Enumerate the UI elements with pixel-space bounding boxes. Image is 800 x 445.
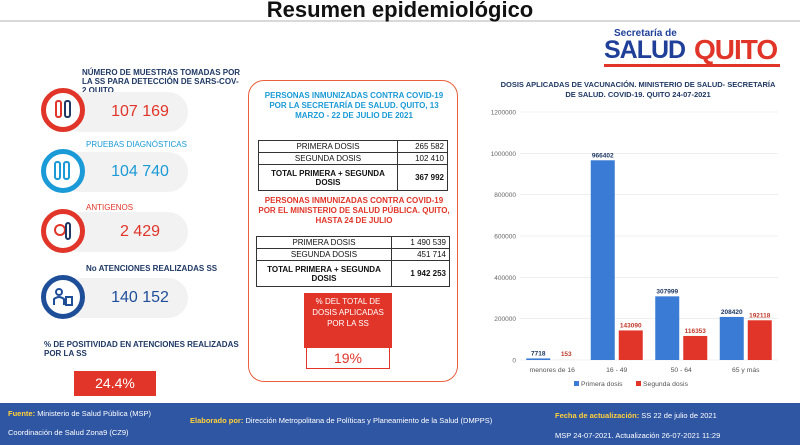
logo-stripe <box>604 64 780 67</box>
y-tick-label: 200000 <box>494 316 516 323</box>
page-title: Resumen epidemiológico <box>266 0 534 22</box>
y-tick-label: 400000 <box>494 275 516 282</box>
row-value: 1 490 539 <box>391 236 450 249</box>
data-label: 192118 <box>749 312 771 319</box>
vaccination-bar-chart: 0 200000 400000 600000 800000 1000000 1200000 m… <box>491 110 778 388</box>
header-bar: Resumen epidemiológico <box>0 0 800 22</box>
x-tick-label: menores de 16 <box>530 367 576 374</box>
stat-label-antigenos: ANTIGENOS <box>86 203 134 212</box>
pct-total-value: 19% <box>306 347 390 369</box>
pct-total-label: % DEL TOTAL DE DOSIS APLICADAS POR LA SS <box>304 293 392 348</box>
positivity-value: 24.4% <box>74 371 156 396</box>
data-label: 116353 <box>685 328 707 335</box>
data-label: 143090 <box>620 322 642 329</box>
immunized-ss-title: PERSONAS INMUNIZADAS CONTRA COVID-19 POR… <box>264 91 444 120</box>
row-label: SEGUNDA DOSIS <box>258 152 398 165</box>
data-label: 307999 <box>656 288 678 295</box>
table-row: SEGUNDA DOSIS 451 714 <box>256 248 450 261</box>
x-tick-label: 16 - 49 <box>606 367 627 374</box>
data-label: 208420 <box>721 309 743 316</box>
legend-swatch <box>574 381 579 386</box>
row-value: 451 714 <box>391 248 450 261</box>
table-row: PRIMERA DOSIS 265 582 <box>258 140 448 153</box>
immunized-ss-table: PRIMERA DOSIS 265 582 SEGUNDA DOSIS 102 … <box>258 140 448 191</box>
test-tubes-icon <box>41 88 85 132</box>
bar-segunda <box>618 330 643 360</box>
bar-primera <box>526 358 551 360</box>
data-label: 966402 <box>592 152 614 159</box>
logo-salud-text: SALUD <box>604 36 686 64</box>
bar-primera <box>590 160 615 360</box>
stat-label-muestras: NÚMERO DE MUESTRAS TOMADAS POR LA SS PAR… <box>82 68 241 95</box>
footer-update: Fecha de actualización: SS 22 de julio d… <box>555 411 717 420</box>
footer-elab-key: Elaborado por: <box>190 416 244 425</box>
footer-update-key: Fecha de actualización: <box>555 411 640 420</box>
legend-swatch <box>636 381 641 386</box>
immunized-msp-title: PERSONAS INMUNIZADAS CONTRA COVID-19 POR… <box>258 196 450 225</box>
footer-source-value: Ministerio de Salud Pública (MSP) <box>37 409 151 418</box>
total-value: 1 942 253 <box>391 260 450 287</box>
row-label: SEGUNDA DOSIS <box>256 248 392 261</box>
data-label: 7718 <box>531 350 546 357</box>
stat-label-atenciones: No ATENCIONES REALIZADAS SS <box>86 264 218 273</box>
row-value: 265 582 <box>397 140 448 153</box>
y-tick-label: 600000 <box>494 234 516 241</box>
y-tick-label: 0 <box>512 358 516 365</box>
positivity-label: % DE POSITIVIDAD EN ATENCIONES REALIZADA… <box>44 340 239 358</box>
legend-label: Segunda dosis <box>643 381 689 388</box>
y-tick-label: 1000000 <box>491 151 517 158</box>
footer-source-key: Fuente: <box>8 409 36 418</box>
bar-segunda <box>747 320 772 360</box>
stat-value-atenciones: 140 152 <box>111 289 169 306</box>
stat-label-pruebas: PRUEBAS DIAGNÓSTICAS <box>86 140 187 149</box>
table-row-total: TOTAL PRIMERA + SEGUNDA DOSIS 367 992 <box>258 164 448 191</box>
bar-segunda <box>683 335 708 360</box>
total-label: TOTAL PRIMERA + SEGUNDA DOSIS <box>256 260 392 287</box>
table-row-total: TOTAL PRIMERA + SEGUNDA DOSIS 1 942 253 <box>256 260 450 287</box>
salud-quito-logo: Secretaría de SALUD QUITO <box>604 28 784 68</box>
lab-tubes-icon <box>41 149 85 193</box>
footer-update-value: SS 22 de julio de 2021 <box>641 411 717 420</box>
footer: Fuente: Ministerio de Salud Pública (MSP… <box>0 403 800 445</box>
bar-primera <box>719 316 744 360</box>
table-row: SEGUNDA DOSIS 102 410 <box>258 152 448 165</box>
footer-elab-value: Dirección Metropolitana de Políticas y P… <box>245 416 493 425</box>
total-label: TOTAL PRIMERA + SEGUNDA DOSIS <box>258 164 398 191</box>
footer-source: Fuente: Ministerio de Salud Pública (MSP… <box>8 409 151 418</box>
bar-primera <box>655 296 680 360</box>
chart-title: DOSIS APLICADAS DE VACUNACIÓN. MINISTERI… <box>500 80 776 99</box>
stat-value-muestras: 107 169 <box>111 103 169 120</box>
stat-value-pruebas: 104 740 <box>111 163 169 180</box>
footer-elab: Elaborado por: Dirección Metropolitana d… <box>190 416 492 425</box>
footer-source2: Coordinación de Salud Zona9 (CZ9) <box>8 428 129 437</box>
virus-tube-icon <box>41 209 85 253</box>
row-label: PRIMERA DOSIS <box>256 236 392 249</box>
row-label: PRIMERA DOSIS <box>258 140 398 153</box>
y-tick-label: 800000 <box>494 192 516 199</box>
logo-small-text: Secretaría de <box>614 28 677 39</box>
row-value: 102 410 <box>397 152 448 165</box>
stat-value-antigenos: 2 429 <box>119 223 161 240</box>
logo-quito-text: QUITO <box>694 34 778 65</box>
x-tick-label: 50 - 64 <box>671 367 692 374</box>
data-label: 153 <box>561 351 572 358</box>
immunized-msp-table: PRIMERA DOSIS 1 490 539 SEGUNDA DOSIS 45… <box>256 236 450 287</box>
total-value: 367 992 <box>397 164 448 191</box>
footer-update2: MSP 24-07-2021. Actualización 26-07-2021… <box>555 431 721 440</box>
table-row: PRIMERA DOSIS 1 490 539 <box>256 236 450 249</box>
x-tick-label: 65 y más <box>732 367 760 374</box>
doctor-desk-icon <box>41 275 85 319</box>
y-tick-label: 1200000 <box>491 110 517 117</box>
legend-label: Primera dosis <box>581 381 623 388</box>
